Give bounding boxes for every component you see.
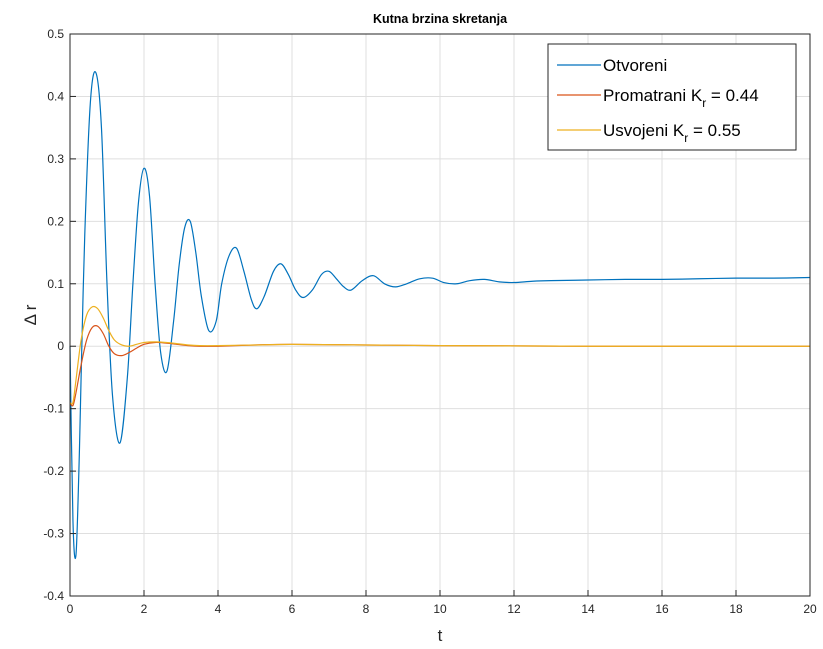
y-axis-ticks: -0.4 -0.3 -0.2 -0.1 0 0.1 0.2 0.3 0.4 0.5 xyxy=(43,27,76,603)
legend-entry-1: Promatrani Kr = 0.44 xyxy=(603,86,759,110)
legend-entry-2: Usvojeni Kr = 0.55 xyxy=(603,121,741,145)
y-tick-label: 0.4 xyxy=(47,89,64,103)
x-tick-label: 18 xyxy=(729,602,743,616)
y-tick-label: -0.1 xyxy=(43,402,64,416)
y-tick-label: 0.2 xyxy=(47,214,64,228)
y-tick-label: 0.1 xyxy=(47,277,64,291)
x-tick-label: 10 xyxy=(433,602,447,616)
y-tick-label: -0.3 xyxy=(43,527,64,541)
legend-entry-0: Otvoreni xyxy=(603,56,667,75)
y-tick-label: -0.2 xyxy=(43,464,64,478)
legend: Otvoreni Promatrani Kr = 0.44 Usvojeni Kr … xyxy=(547,43,797,151)
y-tick-label: 0 xyxy=(57,339,64,353)
x-axis-label: t xyxy=(438,626,443,645)
x-tick-label: 8 xyxy=(363,602,370,616)
x-tick-label: 16 xyxy=(655,602,669,616)
y-tick-label: 0.3 xyxy=(47,152,64,166)
x-axis-ticks: 0 2 4 6 8 10 12 14 16 18 20 xyxy=(67,590,817,616)
x-tick-label: 20 xyxy=(803,602,817,616)
series-layer xyxy=(69,71,811,560)
legend-box xyxy=(547,43,797,151)
chart-title: Kutna brzina skretanja xyxy=(373,12,508,26)
y-tick-label: -0.4 xyxy=(43,589,64,603)
y-axis-label: Δ r xyxy=(21,304,40,325)
series-line-2 xyxy=(69,305,811,405)
series-line-0 xyxy=(69,71,811,560)
x-tick-label: 12 xyxy=(507,602,521,616)
y-tick-label: 0.5 xyxy=(47,27,64,41)
x-tick-label: 0 xyxy=(67,602,74,616)
x-tick-label: 14 xyxy=(581,602,595,616)
x-tick-label: 6 xyxy=(289,602,296,616)
x-tick-label: 2 xyxy=(141,602,148,616)
x-tick-label: 4 xyxy=(215,602,222,616)
